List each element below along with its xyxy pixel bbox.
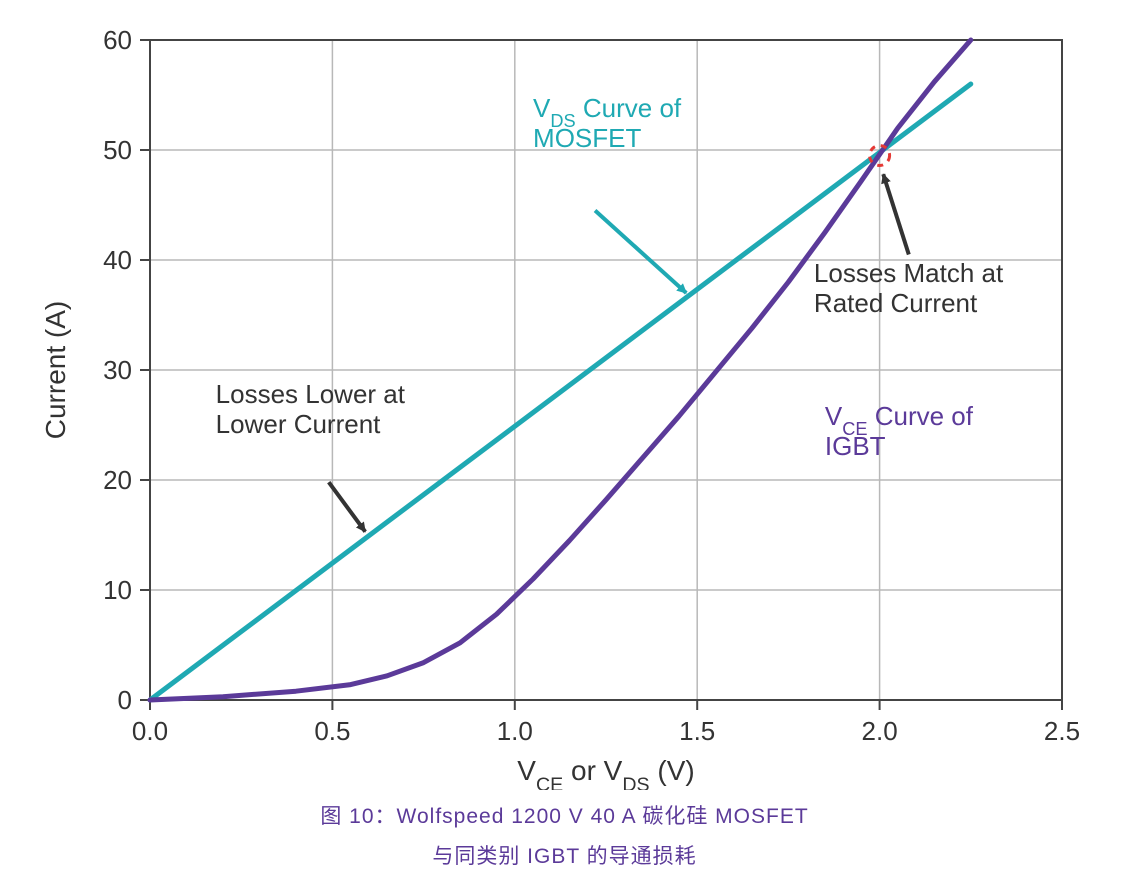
svg-text:0.0: 0.0 (132, 716, 168, 746)
svg-text:60: 60 (103, 25, 132, 55)
svg-text:Current (A): Current (A) (40, 301, 71, 439)
figure-caption-line2: 与同类别 IGBT 的导通损耗 (0, 840, 1129, 870)
figure-caption-line1: 图 10：Wolfspeed 1200 V 40 A 碳化硅 MOSFET (0, 800, 1129, 830)
svg-text:1.0: 1.0 (497, 716, 533, 746)
svg-text:20: 20 (103, 465, 132, 495)
svg-text:50: 50 (103, 135, 132, 165)
svg-text:0.5: 0.5 (314, 716, 350, 746)
svg-text:10: 10 (103, 575, 132, 605)
svg-text:Losses Match atRated Current: Losses Match atRated Current (814, 258, 1004, 318)
svg-text:2.0: 2.0 (862, 716, 898, 746)
svg-text:0: 0 (118, 685, 132, 715)
svg-text:40: 40 (103, 245, 132, 275)
svg-text:Losses Lower atLower Current: Losses Lower atLower Current (216, 379, 406, 439)
vds-vce-chart: 0.00.51.01.52.02.50102030405060VCE or VD… (10, 10, 1120, 790)
svg-text:1.5: 1.5 (679, 716, 715, 746)
svg-text:30: 30 (103, 355, 132, 385)
svg-text:2.5: 2.5 (1044, 716, 1080, 746)
chart-container: 0.00.51.01.52.02.50102030405060VCE or VD… (10, 10, 1120, 790)
